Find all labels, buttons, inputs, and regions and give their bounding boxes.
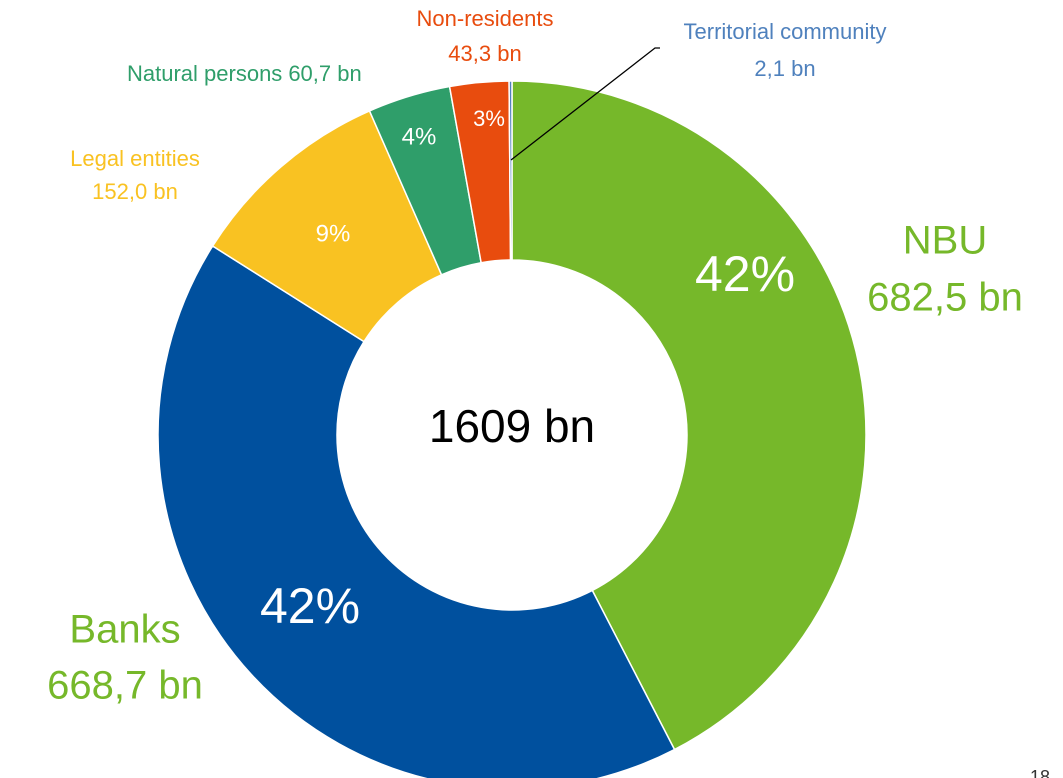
percent-label: 42% [695,246,795,302]
percent-label: 3% [473,106,505,131]
value-label: 668,7 bn [47,664,203,708]
category-name: Territorial community [684,19,887,44]
leader-line [510,47,660,161]
category-name: NBU [903,219,987,263]
center-label: 1609 bn [429,400,595,452]
value-label: 60,7 bn [288,61,361,86]
percent-label: 42% [260,578,360,634]
category-name: Legal entities [70,146,200,171]
value-label: 152,0 bn [92,179,178,204]
donut-segment [511,80,867,751]
value-label: 2,1 bn [754,56,815,81]
percent-label: 9% [316,220,351,247]
value-label: 682,5 bn [867,276,1023,320]
category-name: Natural persons [127,61,282,86]
category-name: Non-residents [417,6,554,31]
donut-segment [508,80,513,261]
category-name: Banks [69,608,180,652]
donut-segment [157,244,676,778]
category-label: Natural persons 60,7 bn [127,61,362,86]
percent-label: 4% [402,123,437,150]
page-number: 18 [1030,767,1050,778]
value-label: 43,3 bn [448,41,521,66]
donut [157,80,867,778]
